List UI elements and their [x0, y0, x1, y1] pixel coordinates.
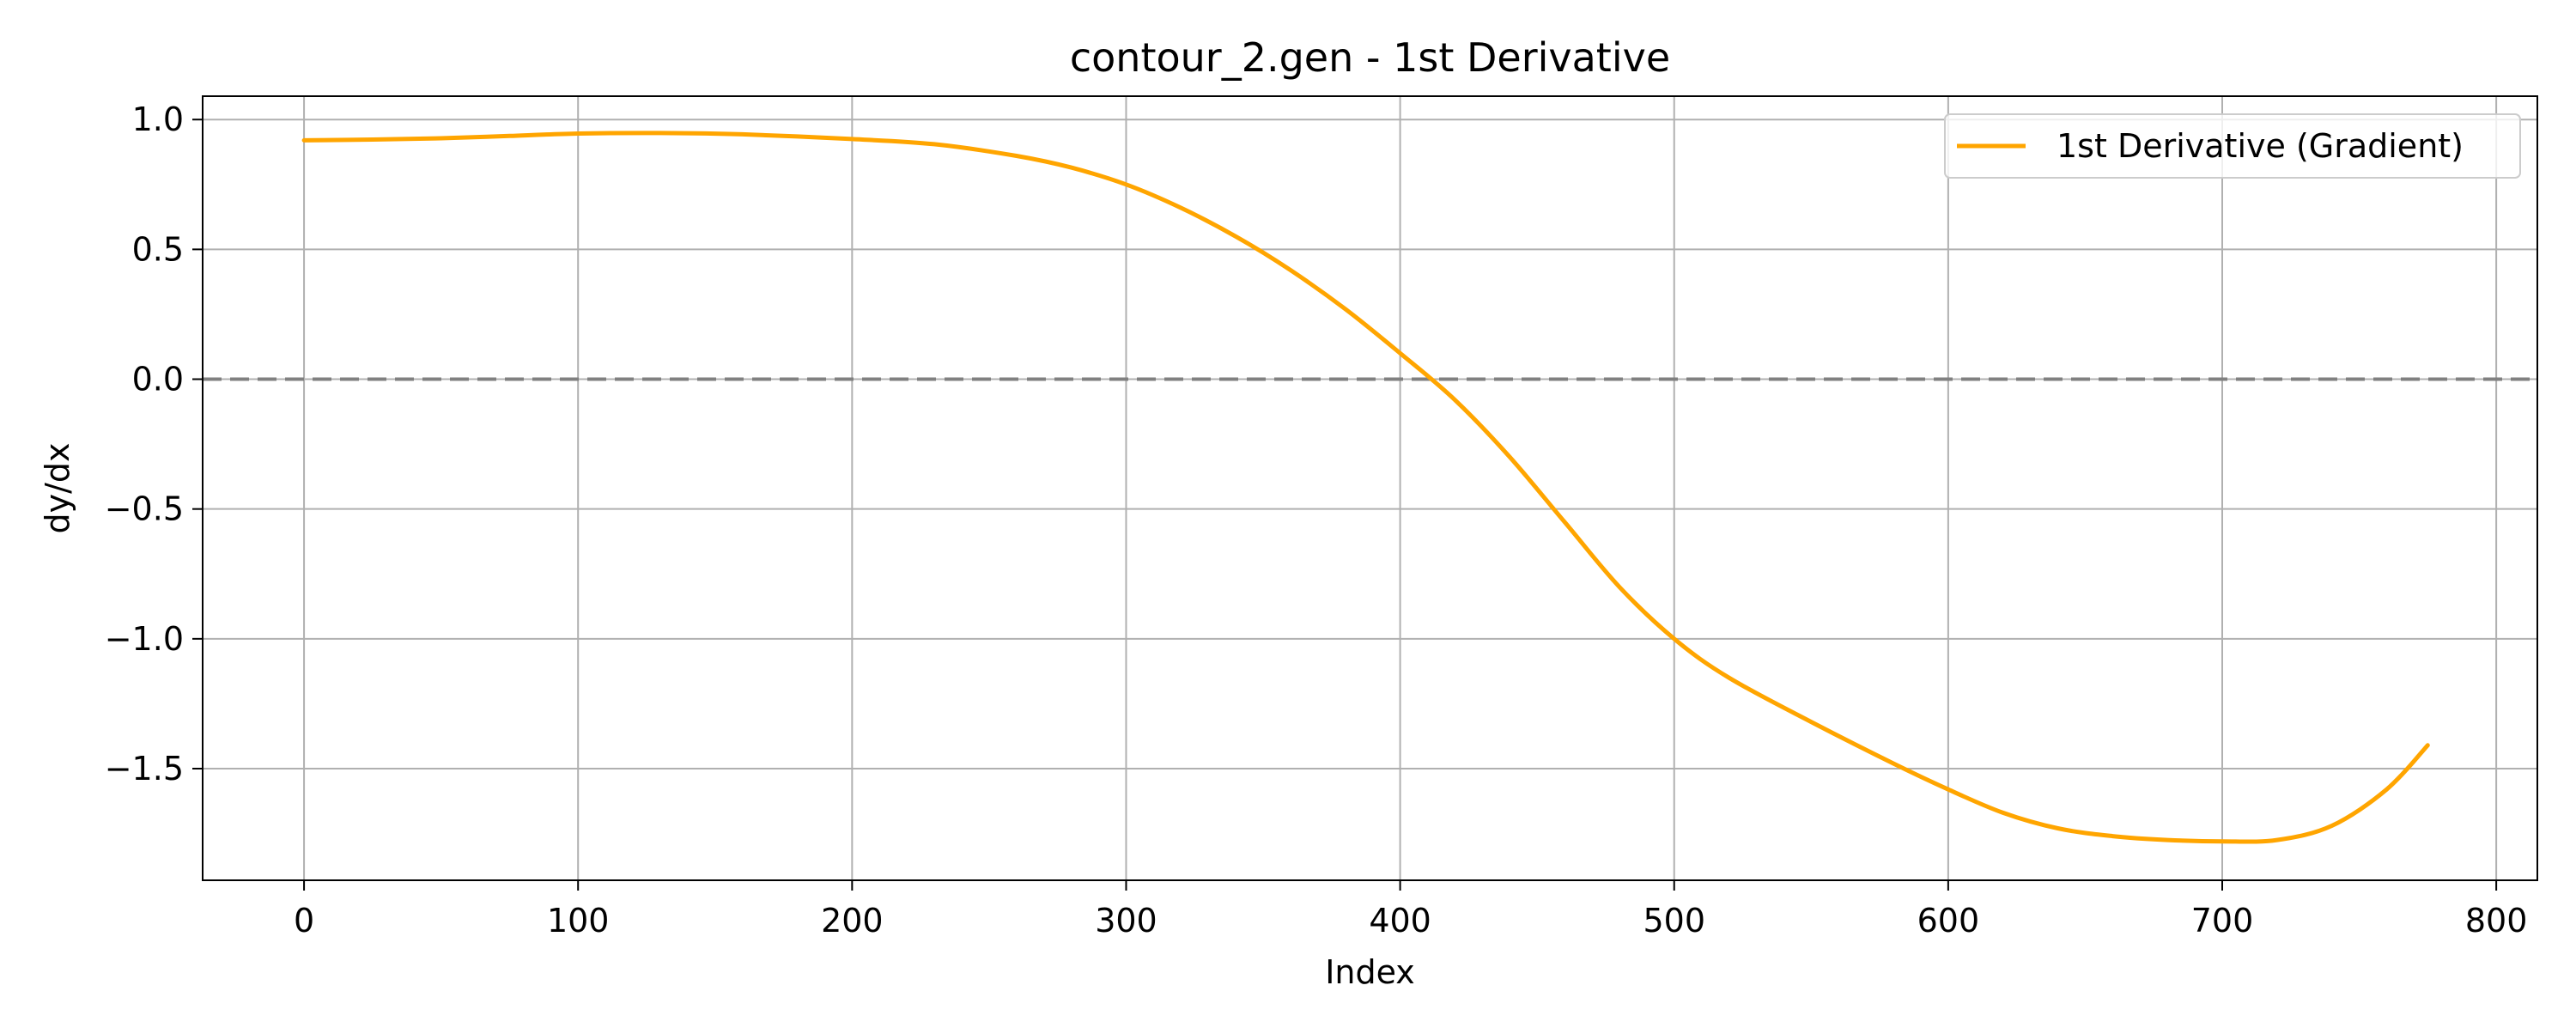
legend-label: 1st Derivative (Gradient) — [2057, 127, 2464, 165]
x-axis-label: Index — [1325, 953, 1415, 991]
x-tick-label: 100 — [547, 902, 610, 940]
x-axis-ticks: 0 100 200 300 400 500 600 700 800 — [294, 880, 2527, 940]
x-tick-label: 700 — [2191, 902, 2254, 940]
x-tick-label: 600 — [1917, 902, 1980, 940]
y-tick-label: −0.5 — [105, 490, 184, 528]
y-tick-label: −1.5 — [105, 750, 184, 788]
x-tick-label: 300 — [1095, 902, 1157, 940]
x-tick-label: 400 — [1369, 902, 1431, 940]
y-tick-label: 0.0 — [132, 361, 184, 398]
legend-box — [1944, 113, 2521, 179]
series-line-gradient — [301, 131, 2430, 844]
y-tick-label: −1.0 — [105, 620, 184, 658]
series-layer — [301, 131, 2430, 844]
x-tick-label: 0 — [294, 902, 314, 940]
x-tick-label: 500 — [1643, 902, 1705, 940]
legend: 1st Derivative (Gradient) — [1944, 113, 2521, 179]
chart-title: contour_2.gen - 1st Derivative — [1070, 34, 1670, 81]
y-tick-label: 1.0 — [132, 100, 184, 138]
x-tick-label: 200 — [821, 902, 884, 940]
y-axis-ticks: 1.0 0.5 0.0 −0.5 −1.0 −1.5 — [105, 100, 203, 788]
plot-frame — [202, 95, 2538, 881]
x-tick-label: 800 — [2465, 902, 2528, 940]
y-tick-label: 0.5 — [132, 230, 184, 268]
y-axis-label: dy/dx — [39, 442, 76, 533]
